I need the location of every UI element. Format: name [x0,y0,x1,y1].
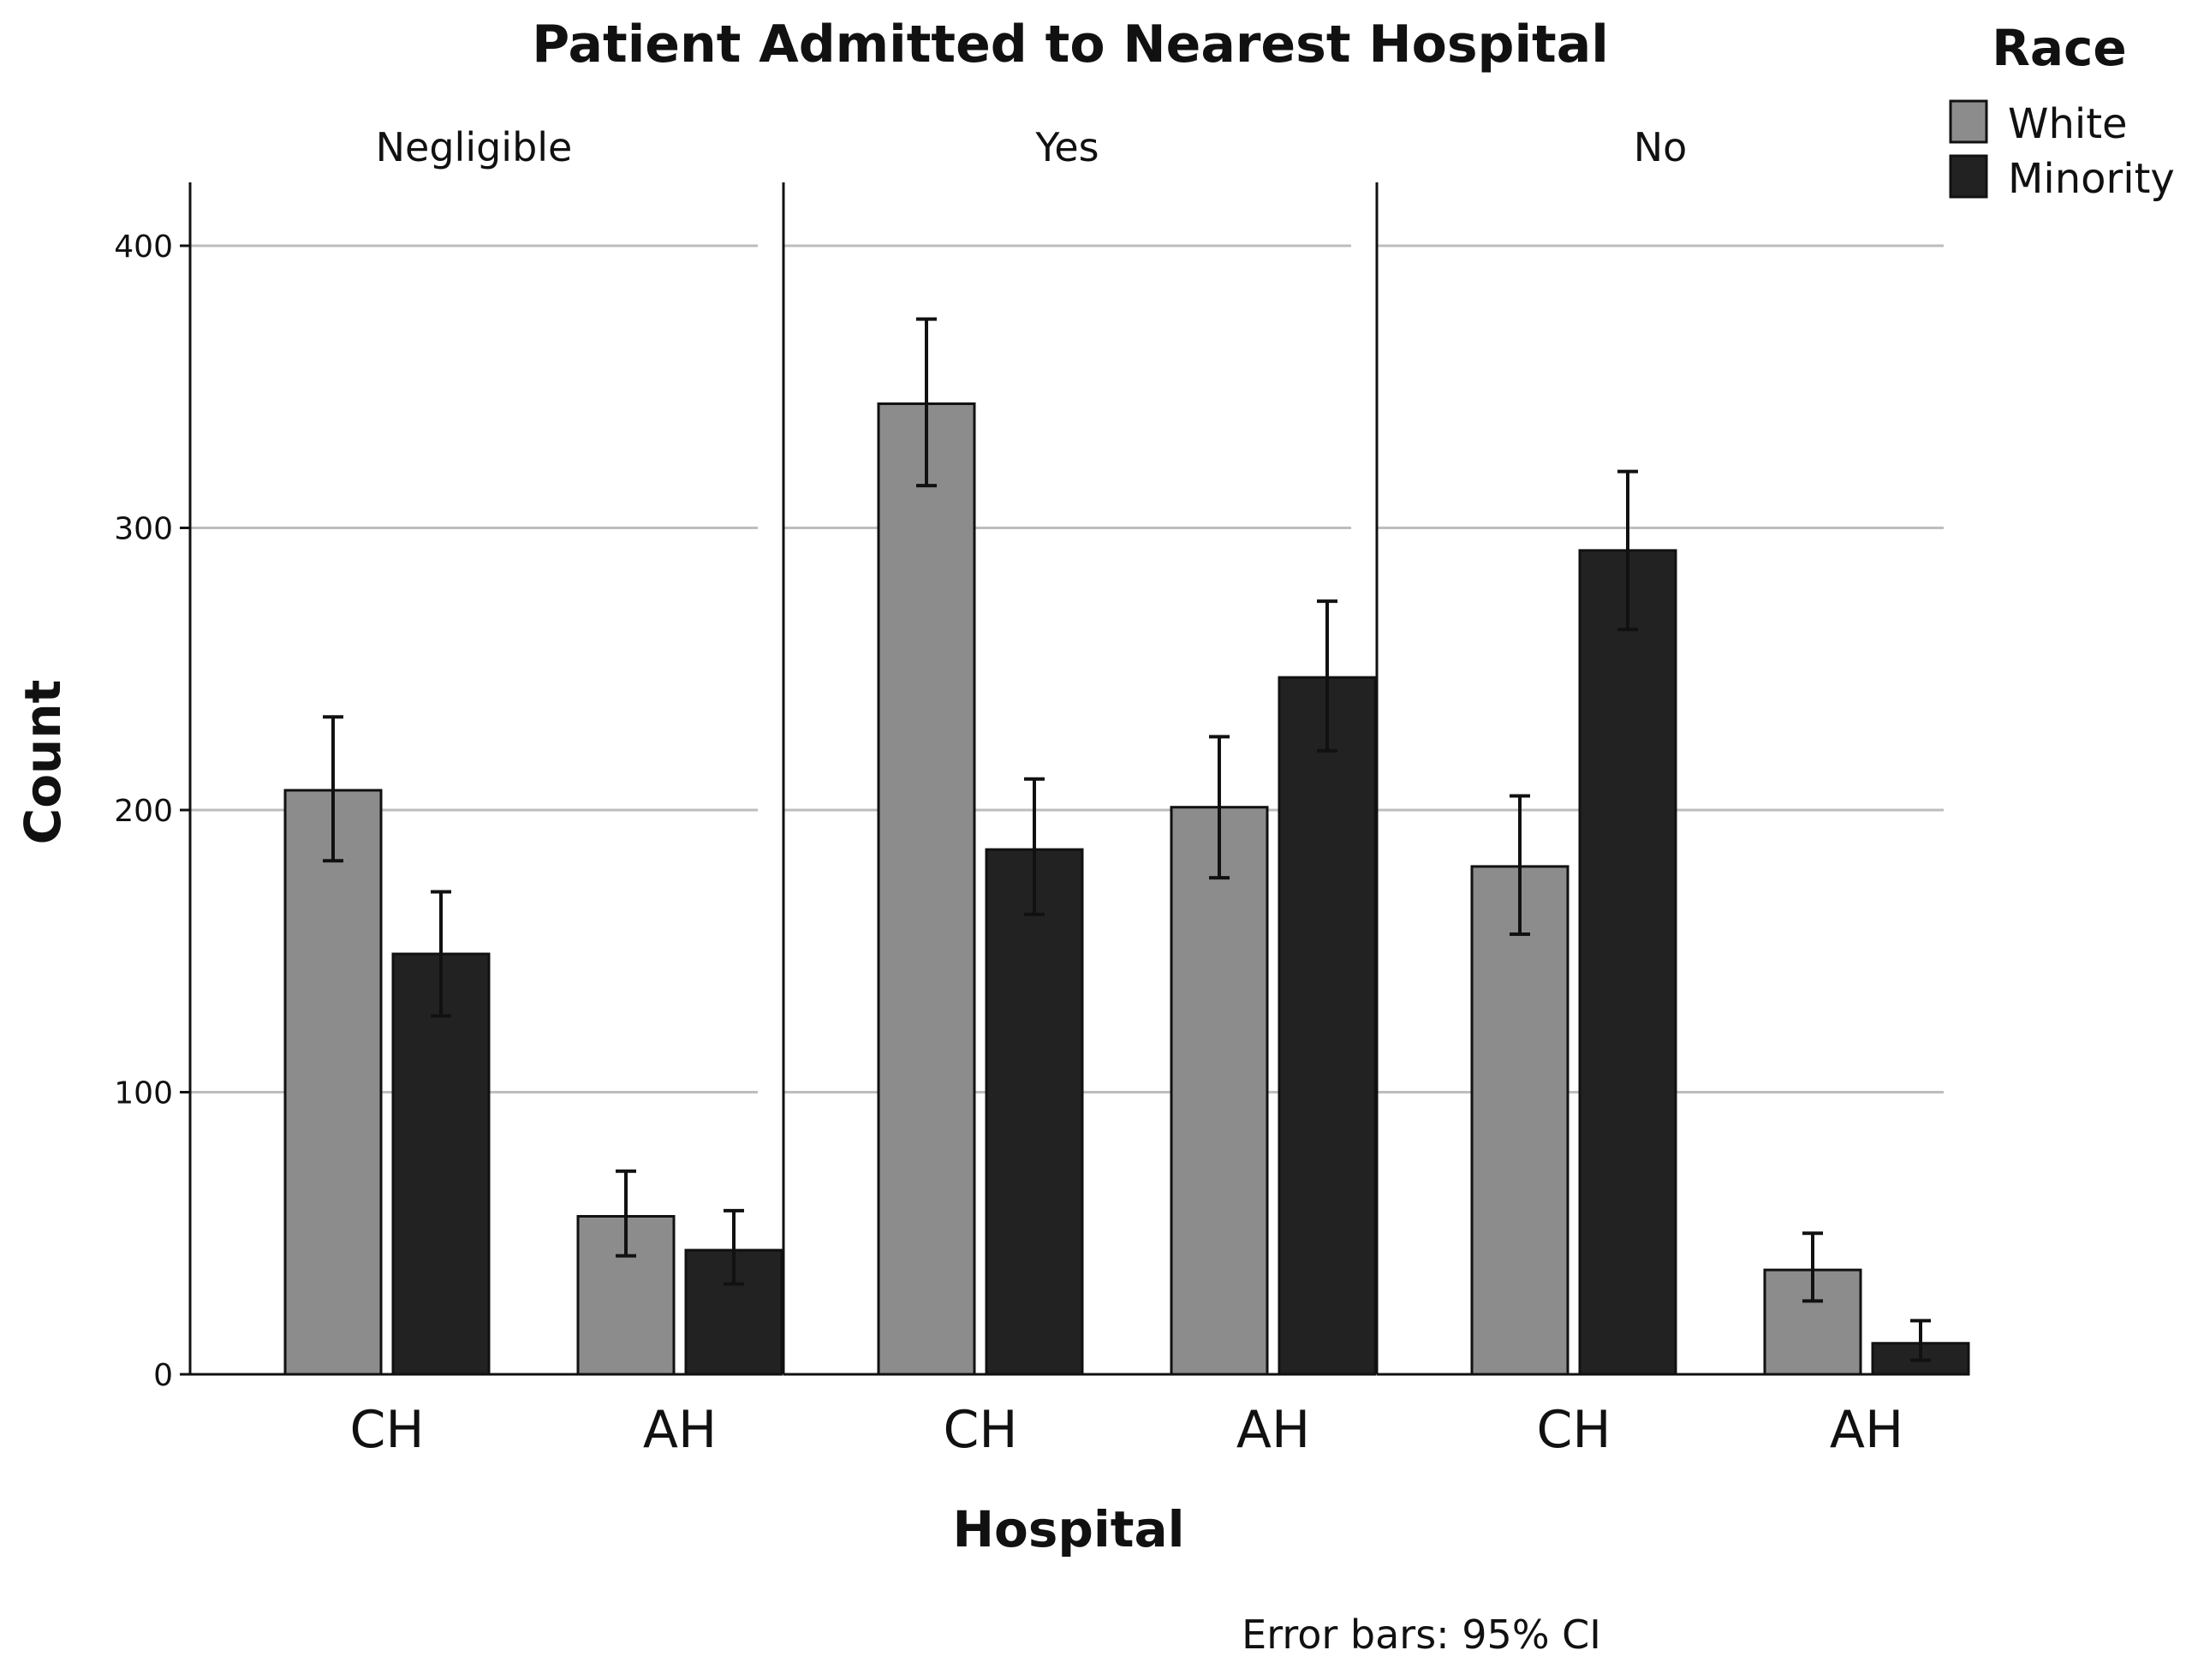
x-category-label: CH [943,1400,1017,1460]
legend-label-white: White [2008,100,2128,148]
error-bar [1024,777,1045,916]
error-bar [1617,469,1638,632]
legend-swatch-minority [1949,154,1988,199]
bar-minority [1278,676,1377,1376]
error-bar [431,890,451,1018]
chart-title: Patient Admitted to Nearest Hospital [532,15,1609,74]
facet-label: No [1634,124,1688,170]
facet-label: Negligible [376,124,573,170]
y-tick-label: 0 [153,1358,173,1393]
bar-white [576,1214,676,1376]
error-bar [1910,1319,1931,1362]
legend-swatch-white [1949,99,1988,144]
legend: Race White Minority [1949,19,2175,203]
x-axis-label: Hospital [952,1500,1184,1558]
error-bar [616,1169,636,1258]
x-category-label: CH [349,1400,424,1460]
facet-negligible: Negligible 0 100 200 300 400 CH AH [114,124,783,1460]
bar-minority [1578,549,1677,1376]
bar-minority [391,952,491,1376]
x-category-label: AH [643,1400,717,1460]
error-bar [323,715,343,863]
facets-layer: Negligible 0 100 200 300 400 CH AH Yes CH AH No CH AH [114,124,1970,1460]
y-axis-label: Count [14,680,72,845]
bar-white [1170,806,1269,1376]
facet-yes: Yes CH AH [782,124,1377,1460]
error-bar [1317,599,1337,753]
x-category-label: AH [1236,1400,1310,1460]
bar-minority [985,848,1084,1376]
error-bar [916,317,937,488]
error-bar [1802,1231,1823,1303]
bar-white [283,789,383,1376]
facet-no: No CH AH [1375,124,1970,1460]
legend-title: Race [1992,19,2127,77]
bar-white [1470,865,1570,1376]
x-category-label: CH [1536,1400,1611,1460]
y-tick-label: 300 [114,512,173,547]
bar-white [877,402,976,1376]
error-bar [1209,735,1230,880]
y-tick-label: 200 [114,794,173,829]
error-bar [724,1208,744,1286]
legend-label-minority: Minority [2008,155,2175,203]
footnote: Error bars: 95% CI [1242,1611,1601,1658]
y-tick-label: 100 [114,1076,173,1111]
x-category-label: AH [1830,1400,1903,1460]
facet-label: Yes [1034,124,1099,170]
error-bar [1510,794,1530,936]
y-tick-label: 400 [114,229,173,265]
